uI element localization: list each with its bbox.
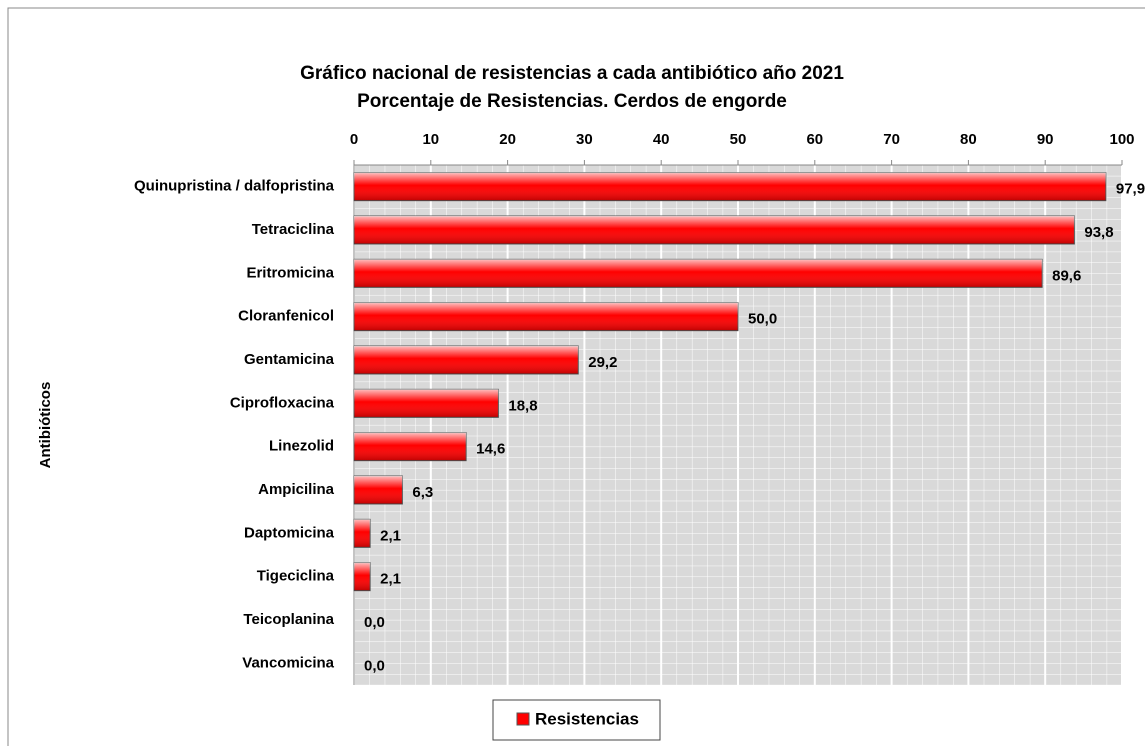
bar-shade	[354, 259, 1043, 288]
bar-shade	[354, 216, 1075, 244]
x-tick-label: 30	[576, 131, 593, 148]
y-tick-label: Ampicilina	[258, 481, 335, 498]
data-label: 89,6	[1052, 267, 1081, 284]
bar-shade	[354, 172, 1106, 201]
x-tick-label: 60	[806, 131, 823, 148]
data-label: 93,8	[1084, 224, 1113, 241]
y-tick-label: Vancomicina	[242, 654, 334, 671]
bar-shade	[354, 432, 467, 461]
x-tick-label: 0	[350, 131, 358, 148]
chart-title: Gráfico nacional de resistencias a cada …	[300, 63, 844, 84]
x-tick-label: 80	[960, 131, 977, 148]
data-label: 0,0	[364, 614, 385, 631]
y-tick-label: Gentamicina	[244, 351, 335, 368]
bar-shade	[354, 302, 738, 331]
bar-shade	[354, 476, 403, 504]
y-tick-label: Teicoplanina	[243, 611, 334, 628]
data-label: 2,1	[380, 527, 401, 544]
y-tick-label: Tetraciclina	[252, 221, 335, 238]
x-tick-label: 20	[499, 131, 516, 148]
data-label: 50,0	[748, 311, 777, 328]
x-tick-label: 10	[422, 131, 439, 148]
x-tick-label: 50	[730, 131, 747, 148]
data-label: 97,9	[1116, 181, 1145, 198]
y-tick-label: Daptomicina	[244, 524, 335, 541]
data-label: 14,6	[476, 441, 505, 458]
bar-shade	[354, 346, 579, 374]
data-label: 0,0	[364, 657, 385, 674]
y-tick-label: Eritromicina	[246, 264, 334, 281]
data-label: 18,8	[508, 397, 537, 414]
x-tick-label: 100	[1109, 131, 1134, 148]
bar-shade	[354, 562, 371, 591]
y-axis-label: Antibióticos	[37, 382, 54, 469]
x-tick-label: 40	[653, 131, 670, 148]
chart-subtitle: Porcentaje de Resistencias. Cerdos de en…	[357, 91, 787, 112]
bar-shade	[354, 519, 371, 548]
data-label: 29,2	[588, 354, 617, 371]
data-label: 6,3	[412, 484, 433, 501]
y-tick-label: Tigeciclina	[257, 568, 335, 585]
legend-label: Resistencias	[535, 709, 639, 728]
y-tick-label: Quinupristina / dalfopristina	[134, 178, 335, 195]
y-tick-label: Linezolid	[269, 438, 334, 455]
x-tick-label: 90	[1037, 131, 1054, 148]
x-tick-label: 70	[883, 131, 900, 148]
data-label: 2,1	[380, 571, 401, 588]
legend-swatch	[516, 712, 530, 726]
bar-shade	[354, 389, 499, 418]
y-tick-label: Cloranfenicol	[238, 308, 334, 325]
y-tick-label: Ciprofloxacina	[230, 394, 335, 411]
